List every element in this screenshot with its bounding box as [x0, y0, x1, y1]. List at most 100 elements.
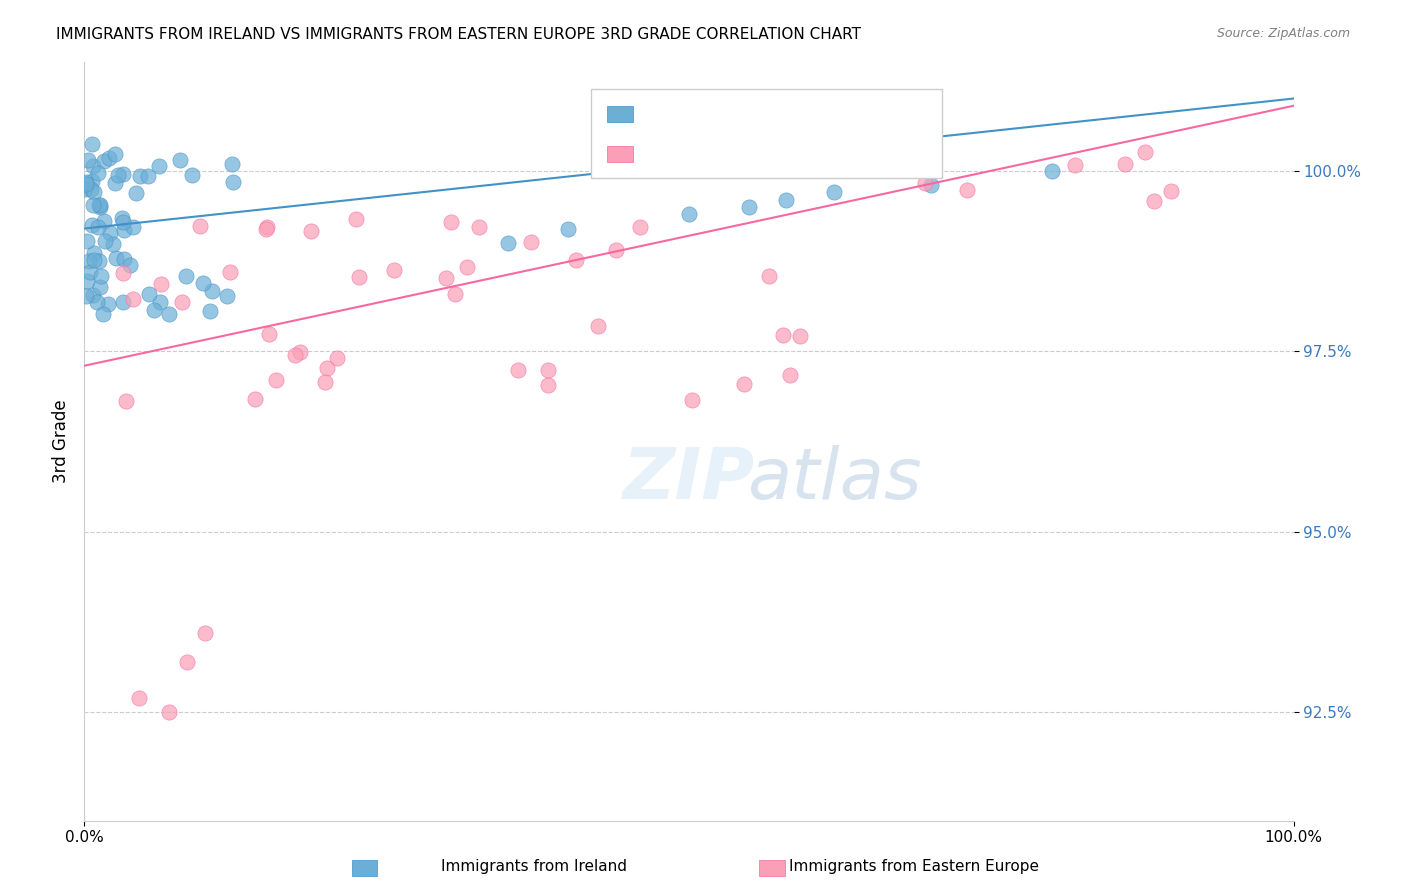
- Immigrants from Ireland: [112, 252, 135, 266]
- Immigrants from Eastern Europe: [772, 328, 794, 343]
- Immigrants from Ireland: [77, 253, 100, 268]
- Immigrants from Ireland: [83, 185, 105, 199]
- Immigrants from Eastern Europe: [218, 265, 240, 279]
- Immigrants from Ireland: [129, 169, 152, 183]
- Immigrants from Eastern Europe: [536, 378, 558, 392]
- Immigrants from Eastern Europe: [956, 183, 979, 197]
- Immigrants from Ireland: [111, 215, 134, 229]
- Immigrants from Eastern Europe: [628, 219, 651, 234]
- Immigrants from Ireland: [143, 302, 166, 317]
- Immigrants from Ireland: [557, 221, 579, 235]
- Immigrants from Ireland: [87, 197, 110, 211]
- Immigrants from Ireland: [138, 287, 160, 301]
- Immigrants from Ireland: [191, 276, 214, 290]
- Immigrants from Ireland: [215, 289, 238, 303]
- Immigrants from Ireland: [93, 154, 115, 169]
- Immigrants from Ireland: [93, 214, 115, 228]
- Immigrants from Eastern Europe: [114, 393, 136, 408]
- Immigrants from Ireland: [97, 151, 120, 165]
- Immigrants from Eastern Europe: [149, 277, 172, 291]
- Immigrants from Ireland: [76, 274, 98, 288]
- Immigrants from Ireland: [91, 307, 114, 321]
- Immigrants from Ireland: [149, 295, 172, 310]
- Immigrants from Eastern Europe: [1133, 145, 1156, 159]
- Immigrants from Ireland: [86, 294, 108, 309]
- Immigrants from Eastern Europe: [299, 224, 322, 238]
- Immigrants from Ireland: [920, 178, 942, 193]
- Immigrants from Eastern Europe: [257, 326, 280, 341]
- Immigrants from Ireland: [201, 284, 224, 298]
- Immigrants from Ireland: [87, 219, 110, 234]
- Immigrants from Eastern Europe: [456, 260, 478, 274]
- Immigrants from Eastern Europe: [565, 253, 588, 268]
- Text: Source: ZipAtlas.com: Source: ZipAtlas.com: [1216, 27, 1350, 40]
- Immigrants from Eastern Europe: [779, 368, 801, 382]
- Immigrants from Eastern Europe: [111, 266, 134, 280]
- Text: IMMIGRANTS FROM IRELAND VS IMMIGRANTS FROM EASTERN EUROPE 3RD GRADE CORRELATION : IMMIGRANTS FROM IRELAND VS IMMIGRANTS FR…: [56, 27, 862, 42]
- Immigrants from Ireland: [82, 159, 104, 173]
- Immigrants from Ireland: [82, 198, 104, 212]
- Immigrants from Eastern Europe: [344, 212, 367, 227]
- Immigrants from Ireland: [122, 220, 145, 235]
- Immigrants from Eastern Europe: [434, 271, 457, 285]
- Immigrants from Eastern Europe: [733, 376, 755, 391]
- Immigrants from Ireland: [104, 147, 127, 161]
- Immigrants from Ireland: [104, 177, 127, 191]
- Immigrants from Ireland: [112, 222, 135, 236]
- Immigrants from Eastern Europe: [128, 690, 150, 705]
- Immigrants from Ireland: [159, 307, 181, 321]
- Text: R = 0.419   N = 81: R = 0.419 N = 81: [640, 105, 797, 123]
- Immigrants from Eastern Europe: [194, 626, 217, 640]
- Immigrants from Eastern Europe: [314, 375, 336, 389]
- Immigrants from Ireland: [80, 182, 103, 196]
- Immigrants from Ireland: [75, 178, 97, 192]
- Immigrants from Ireland: [120, 258, 142, 272]
- Immigrants from Ireland: [125, 186, 148, 200]
- Immigrants from Eastern Europe: [256, 219, 278, 234]
- Immigrants from Ireland: [111, 211, 134, 225]
- Immigrants from Eastern Europe: [243, 392, 266, 406]
- Immigrants from Eastern Europe: [316, 360, 339, 375]
- Immigrants from Ireland: [75, 182, 97, 196]
- Immigrants from Ireland: [89, 200, 111, 214]
- Immigrants from Ireland: [98, 227, 121, 241]
- Immigrants from Eastern Europe: [605, 243, 627, 257]
- Immigrants from Ireland: [823, 186, 845, 200]
- Immigrants from Eastern Europe: [254, 222, 277, 236]
- Immigrants from Ireland: [75, 175, 97, 189]
- Immigrants from Eastern Europe: [188, 219, 211, 234]
- Immigrants from Ireland: [111, 295, 134, 310]
- Immigrants from Eastern Europe: [157, 706, 180, 720]
- Immigrants from Eastern Europe: [1064, 158, 1087, 172]
- Immigrants from Ireland: [104, 251, 127, 265]
- Text: Immigrants from Ireland: Immigrants from Ireland: [441, 859, 627, 874]
- Immigrants from Ireland: [738, 200, 761, 214]
- Immigrants from Ireland: [82, 288, 104, 302]
- Immigrants from Eastern Europe: [326, 351, 349, 365]
- Immigrants from Ireland: [77, 153, 100, 167]
- Immigrants from Ireland: [136, 169, 159, 183]
- Text: Immigrants from Eastern Europe: Immigrants from Eastern Europe: [789, 859, 1039, 874]
- Immigrants from Eastern Europe: [170, 295, 193, 310]
- Text: ZIP: ZIP: [623, 445, 755, 514]
- Immigrants from Ireland: [90, 268, 112, 283]
- Immigrants from Eastern Europe: [284, 348, 307, 362]
- Immigrants from Eastern Europe: [681, 392, 703, 407]
- Immigrants from Ireland: [94, 234, 117, 248]
- Immigrants from Eastern Europe: [537, 363, 560, 377]
- Immigrants from Ireland: [76, 234, 98, 248]
- Immigrants from Eastern Europe: [758, 268, 780, 283]
- Text: atlas: atlas: [747, 445, 921, 514]
- Immigrants from Ireland: [200, 303, 222, 318]
- Immigrants from Eastern Europe: [467, 219, 489, 234]
- Immigrants from Eastern Europe: [264, 373, 287, 387]
- Immigrants from Ireland: [83, 246, 105, 260]
- Immigrants from Eastern Europe: [382, 262, 405, 277]
- Immigrants from Ireland: [221, 174, 243, 188]
- Immigrants from Ireland: [221, 157, 243, 171]
- Immigrants from Ireland: [181, 168, 204, 182]
- Immigrants from Ireland: [83, 253, 105, 268]
- Immigrants from Ireland: [775, 193, 797, 207]
- Immigrants from Ireland: [103, 237, 125, 252]
- Immigrants from Eastern Europe: [176, 655, 198, 669]
